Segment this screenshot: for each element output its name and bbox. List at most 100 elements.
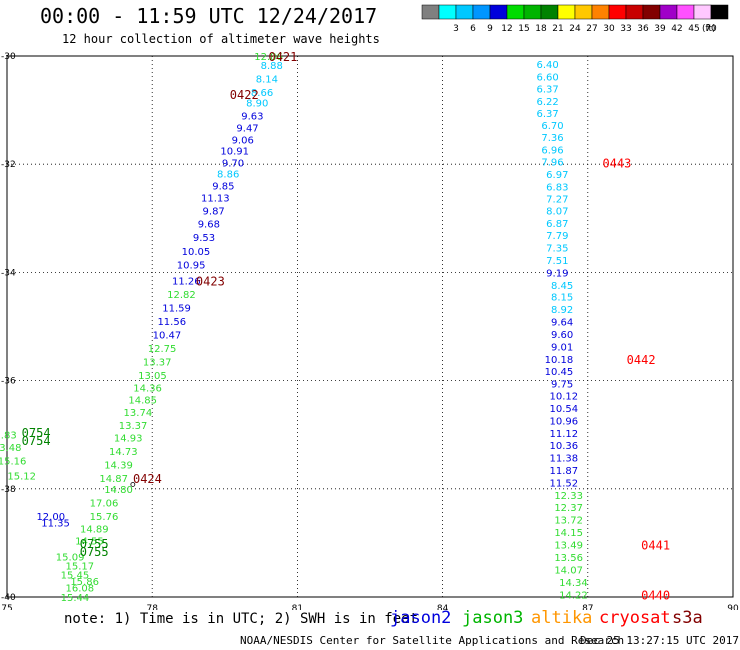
plot-frame (6, 55, 734, 598)
wave-height-reading: 10.91 (220, 147, 249, 158)
x-tick-label: 75 (1, 604, 12, 610)
wave-height-reading: 7.51 (546, 256, 568, 267)
scale-label: 6 (470, 24, 476, 34)
wave-height-reading: 11.59 (162, 304, 191, 315)
y-tick-label: -36 (1, 377, 16, 387)
wave-height-reading: 6.70 (541, 121, 563, 132)
wave-height-reading: 7.36 (541, 133, 563, 144)
pass-time-label: 0440 (641, 588, 670, 602)
units-note: note: 1) Time is in UTC; 2) SWH is in fe… (64, 611, 419, 627)
wave-height-reading: 10.96 (549, 417, 578, 428)
wave-height-reading: 12.86 (254, 52, 283, 63)
scale-label: 42 (671, 24, 682, 34)
wave-height-reading: 14.22 (559, 590, 588, 601)
wave-height-reading: 17.06 (90, 498, 119, 509)
wave-height-reading: 14.34 (559, 578, 588, 589)
wave-height-reading: 15.16 (0, 457, 26, 468)
legend-jason3: jason3 (462, 608, 524, 628)
wave-height-reading: 11.12 (549, 429, 578, 440)
y-tick-label: -40 (1, 593, 16, 603)
wave-height-reading: 8.86 (217, 169, 239, 180)
wave-height-reading: 6.97 (546, 170, 568, 181)
wave-height-reading: 7.79 (546, 231, 568, 242)
wave-height-reading: 6.96 (541, 146, 563, 157)
y-tick-label: -38 (1, 485, 16, 495)
map-plot: 75 78 81 84 87 90 -30 -32 -34 -36 -38 -40 12.868.88 8… (0, 50, 739, 610)
footer-timestamp: Dec 25 13:27:15 UTC 2017 (580, 634, 739, 647)
wave-height-reading: 13.72 (554, 516, 583, 527)
scale-label: 24 (569, 24, 581, 34)
wave-height-reading: 10.47 (153, 331, 182, 342)
wave-height-reading: 12.82 (167, 290, 196, 301)
wave-height-reading: 14.93 (114, 433, 143, 444)
scale-label: 18 (535, 24, 547, 34)
wave-height-reading: 8.14 (256, 75, 278, 86)
y-tick-label: -34 (1, 268, 16, 278)
wave-height-reading: 15.86 (70, 577, 99, 588)
wave-height-reading: 10.18 (545, 355, 574, 366)
y-tick-label: -30 (1, 52, 16, 62)
wave-height-reading: 8.07 (546, 207, 568, 218)
wave-height-reading: 13.37 (119, 421, 148, 432)
scale-unit: (ft) (702, 24, 716, 34)
pass-time-label: 0421 (268, 50, 297, 64)
wave-height-reading: 12.00 (36, 512, 65, 523)
wave-height-reading: 6.37 (536, 109, 558, 120)
color-scale-bar: 3 6 9 12 15 18 21 24 27 30 33 36 39 42 45 70(ft) (421, 4, 729, 34)
position-marker (130, 482, 136, 487)
wave-height-reading: 11.26 (172, 277, 201, 288)
wave-height-reading: 13.74 (124, 408, 153, 419)
wave-height-reading: 6.37 (536, 84, 558, 95)
wave-height-reading: 9.75 (551, 379, 573, 390)
wave-height-reading: 7.35 (546, 244, 568, 255)
wave-height-reading: 7.96 (541, 157, 563, 168)
wave-height-reading: 13.49 (554, 541, 583, 552)
y-tick-label: -32 (1, 160, 16, 170)
wave-height-reading: 10.12 (549, 392, 578, 403)
scale-label: 3 (453, 24, 459, 34)
wave-height-reading: 10.36 (549, 441, 578, 452)
wave-height-reading: 13.56 (554, 553, 583, 564)
footer-credit: NOAA/NESDIS Center for Satellite Applica… (240, 634, 625, 647)
wave-height-reading: 14.89 (80, 524, 109, 535)
wave-height-reading: 11.52 (549, 478, 578, 489)
wave-height-reading: 15.76 (90, 512, 119, 523)
scale-label: 9 (487, 24, 493, 34)
pass-time-label: 0755 (80, 545, 109, 559)
wave-height-reading: 11.35 (41, 518, 70, 529)
scale-label: 27 (586, 24, 597, 34)
wave-height-reading: 7.27 (546, 194, 568, 205)
x-tick-label: 78 (146, 604, 158, 610)
wave-height-reading: 8.66 (251, 88, 273, 99)
wave-height-reading: 9.85 (212, 181, 234, 192)
scale-swatch (710, 4, 729, 20)
wave-height-reading: 14.55 (75, 537, 104, 548)
wave-height-reading: 10.95 (177, 260, 206, 271)
wave-height-reading: 13.83 (0, 431, 17, 442)
legend-altika: altika (531, 608, 593, 628)
wave-height-reading: 14.73 (109, 447, 138, 458)
scale-label: 45 (688, 24, 699, 34)
wave-height-reading: 11.87 (549, 466, 578, 477)
scale-label: 12 (501, 24, 512, 34)
pass-time-label: 0423 (196, 275, 225, 289)
wave-height-reading: 13.37 (143, 358, 172, 369)
wave-height-reading: 14.15 (554, 528, 583, 539)
x-tick-label: 90 (727, 604, 739, 610)
wave-height-reading: 15.09 (56, 552, 85, 563)
x-tick-label: 84 (437, 604, 449, 610)
pass-time-label: 0422 (230, 88, 259, 102)
map-title: 00:00 - 11:59 UTC 12/24/2017 (40, 4, 378, 28)
wave-height-reading: 9.47 (236, 123, 258, 134)
wave-height-reading: 9.19 (546, 268, 568, 279)
scale-label: 30 (603, 24, 615, 34)
wave-height-reading: 11.56 (157, 317, 186, 328)
scale-label: 36 (637, 24, 649, 34)
map-subtitle: 12 hour collection of altimeter wave hei… (62, 32, 380, 46)
scale-label: 15 (518, 24, 529, 34)
wave-height-reading: 6.40 (536, 60, 558, 71)
wave-height-reading: 10.45 (545, 367, 574, 378)
wave-height-reading: 12.75 (148, 344, 177, 355)
pass-time-label: 0441 (641, 539, 670, 553)
wave-height-reading: 13.05 (138, 371, 167, 382)
